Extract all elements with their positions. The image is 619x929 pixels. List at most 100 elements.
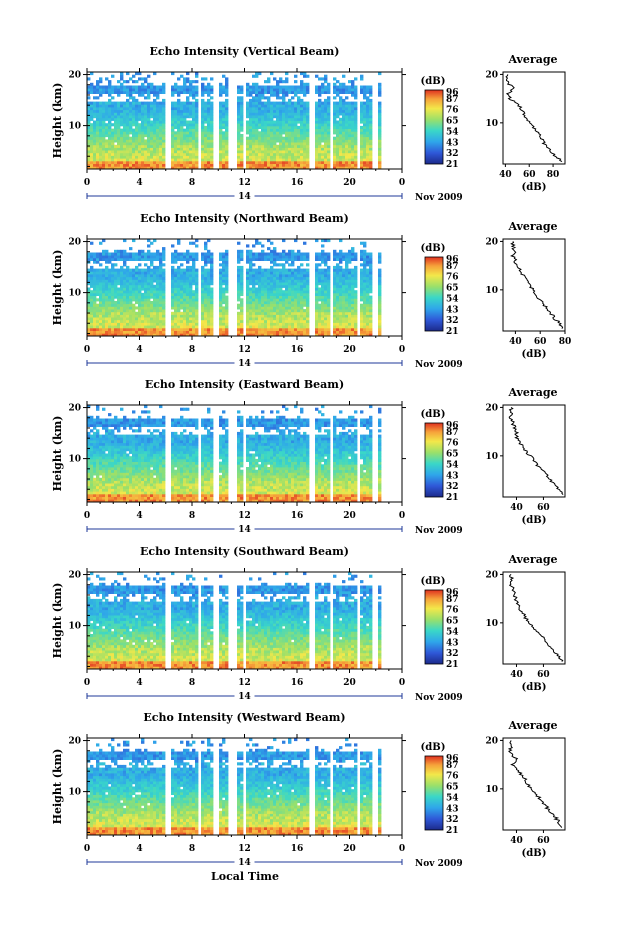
- heatmap-cell: [108, 327, 112, 331]
- heatmap-cell: [273, 274, 277, 278]
- heatmap-cell: [210, 136, 214, 140]
- heatmap-cell: [288, 301, 292, 305]
- heatmap-cell: [351, 134, 355, 138]
- heatmap-cell: [171, 93, 175, 97]
- heatmap-cell: [105, 271, 109, 275]
- heatmap-cell: [93, 109, 97, 113]
- heatmap-cell: [291, 131, 295, 135]
- heatmap-cell: [246, 82, 250, 86]
- heatmap-cell: [123, 330, 127, 334]
- heatmap-cell: [279, 117, 283, 121]
- heatmap-cell: [195, 166, 199, 170]
- heatmap-cell: [333, 274, 337, 278]
- heatmap-cell: [159, 322, 163, 326]
- heatmap-cell: [267, 292, 271, 296]
- heatmap-cell: [171, 88, 175, 92]
- heatmap-cell: [153, 158, 157, 162]
- heatmap-cell: [195, 93, 199, 97]
- heatmap-cell: [219, 125, 223, 129]
- heatmap-cell: [279, 125, 283, 129]
- heatmap-cell: [258, 158, 262, 162]
- heatmap-cell: [156, 292, 160, 296]
- heatmap-cell: [303, 123, 307, 127]
- heatmap-cell: [189, 287, 193, 291]
- heatmap-cell: [123, 255, 127, 259]
- heatmap-cell: [183, 287, 187, 291]
- heatmap-cell: [297, 295, 301, 299]
- heatmap-cell: [183, 330, 187, 334]
- heatmap-cell: [120, 265, 124, 269]
- heatmap-cell: [318, 123, 322, 127]
- heatmap-cell: [351, 287, 355, 291]
- heatmap-cell: [123, 333, 127, 337]
- heatmap-cell: [240, 306, 244, 310]
- heatmap-cell: [327, 90, 331, 94]
- heatmap-cell: [345, 276, 349, 280]
- heatmap-cell: [273, 306, 277, 310]
- heatmap-cell: [297, 163, 301, 167]
- heatmap-cell: [306, 263, 310, 267]
- heatmap-cell: [318, 104, 322, 108]
- heatmap-cell: [189, 155, 193, 159]
- heatmap-cell: [351, 128, 355, 132]
- heatmap-cell: [315, 295, 319, 299]
- heatmap-cell: [267, 274, 271, 278]
- heatmap-cell: [276, 284, 280, 288]
- heatmap-cell: [132, 80, 136, 84]
- heatmap-cell: [291, 303, 295, 307]
- heatmap-cell: [195, 257, 199, 261]
- heatmap-cell: [147, 252, 151, 256]
- heatmap-cell: [153, 112, 157, 116]
- heatmap-cell: [174, 268, 178, 272]
- heatmap-cell: [264, 298, 268, 302]
- heatmap-cell: [144, 152, 148, 156]
- heatmap-cell: [123, 306, 127, 310]
- heatmap-cell: [204, 274, 208, 278]
- heatmap-cell: [264, 319, 268, 323]
- heatmap-cell: [300, 98, 304, 102]
- heatmap-cell: [240, 136, 244, 140]
- heatmap-cell: [162, 152, 166, 156]
- heatmap-cell: [324, 327, 328, 331]
- heatmap-cell: [144, 303, 148, 307]
- heatmap-cell: [183, 136, 187, 140]
- heatmap-cell: [315, 314, 319, 318]
- heatmap-cell: [297, 147, 301, 151]
- heatmap-cell: [204, 155, 208, 159]
- heatmap-cell: [189, 284, 193, 288]
- heatmap-cell: [159, 279, 163, 283]
- heatmap-cell: [237, 255, 241, 259]
- heatmap-cell: [204, 77, 208, 81]
- heatmap-cell: [255, 158, 259, 162]
- heatmap-cell: [270, 90, 274, 94]
- heatmap-cell: [303, 301, 307, 305]
- heatmap-cell: [306, 287, 310, 291]
- heatmap-cell: [114, 255, 118, 259]
- heatmap-cell: [183, 317, 187, 321]
- heatmap-cell: [93, 260, 97, 264]
- heatmap-cell: [303, 72, 307, 76]
- heatmap-cell: [207, 249, 211, 253]
- heatmap-cell: [264, 166, 268, 170]
- heatmap-cell: [126, 279, 130, 283]
- heatmap-cell: [126, 147, 130, 151]
- heatmap-cell: [96, 306, 100, 310]
- heatmap-cell: [249, 292, 253, 296]
- heatmap-cell: [123, 144, 127, 148]
- heatmap-cell: [177, 322, 181, 326]
- heatmap-cell: [99, 136, 103, 140]
- heatmap-cell: [219, 120, 223, 124]
- heatmap-cell: [258, 139, 262, 143]
- heatmap-cell: [93, 295, 97, 299]
- heatmap-cell: [279, 152, 283, 156]
- average-x-tick-label: 80: [547, 170, 560, 180]
- heatmap-cell: [249, 287, 253, 291]
- heatmap-cell: [159, 309, 163, 313]
- heatmap-cell: [261, 136, 265, 140]
- heatmap-cell: [210, 150, 214, 154]
- heatmap-cell: [258, 72, 262, 76]
- heatmap-cell: [300, 112, 304, 116]
- heatmap-cell: [240, 276, 244, 280]
- heatmap-cell: [333, 85, 337, 89]
- heatmap-cell: [102, 120, 106, 124]
